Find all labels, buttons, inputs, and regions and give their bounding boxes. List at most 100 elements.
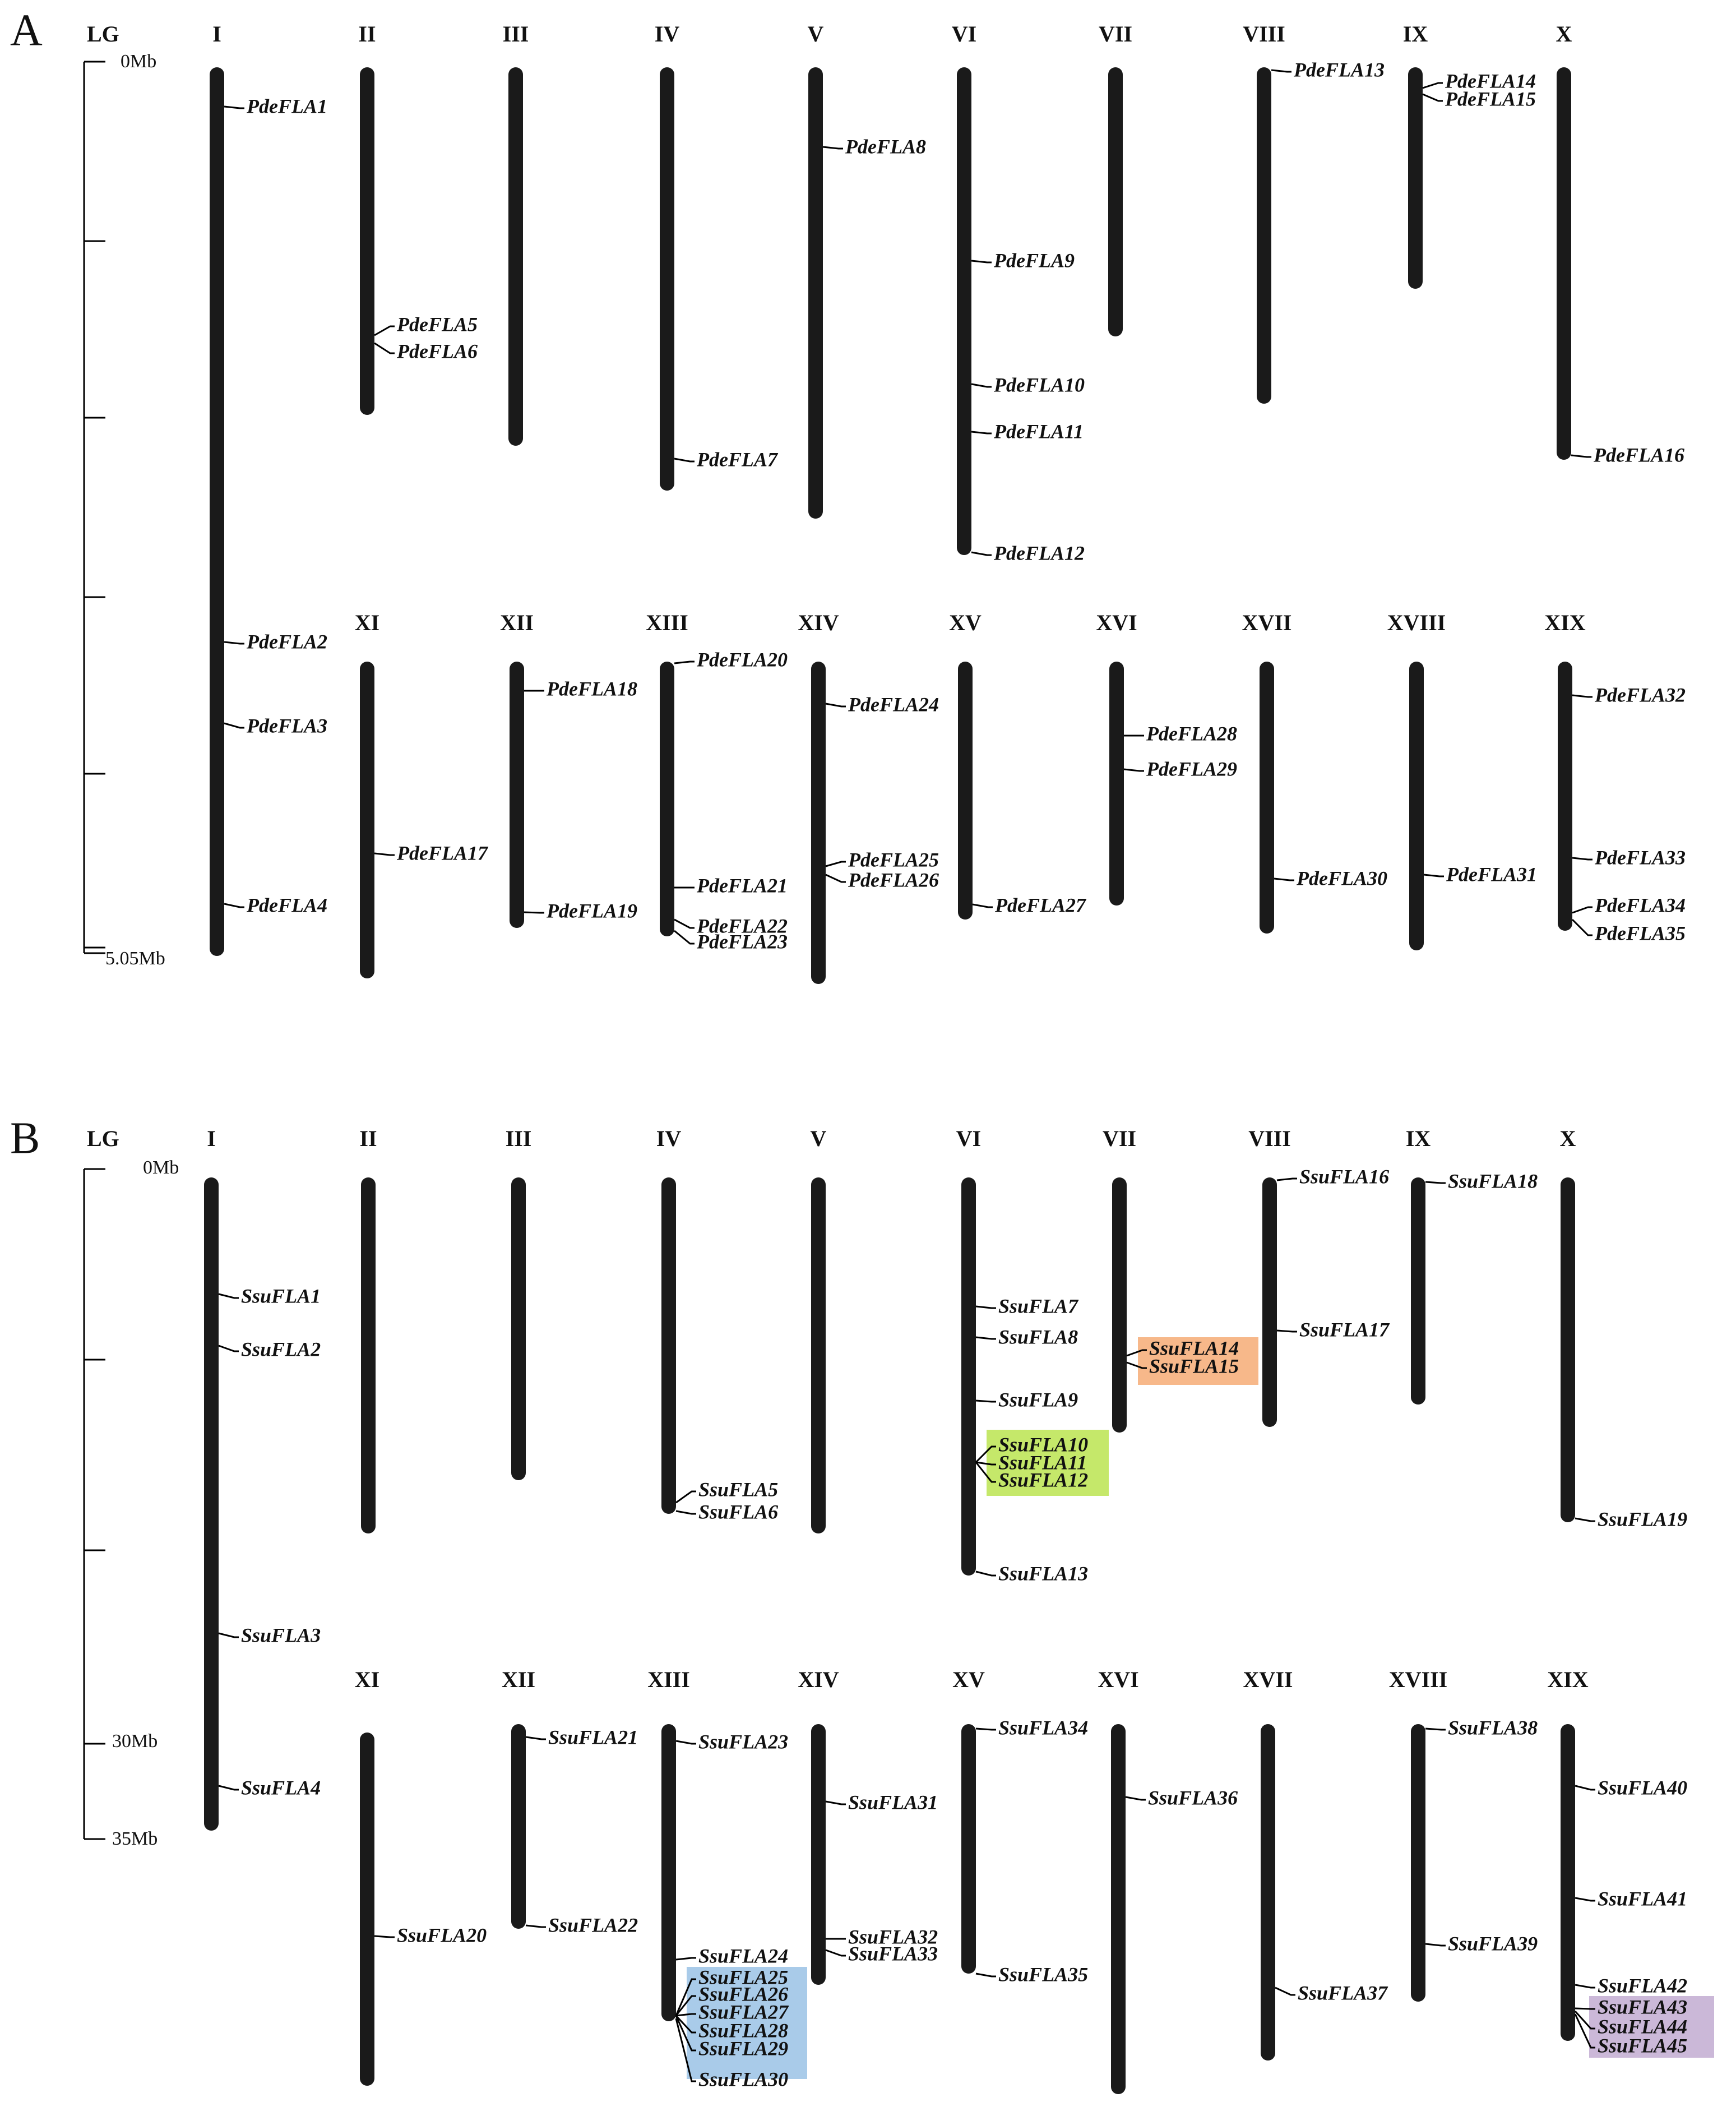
gene-label-PdeFLA7: PdeFLA7 — [696, 448, 779, 470]
gene-line-PdeFLA26 — [825, 874, 846, 883]
scale-top-label-A: 0Mb — [121, 51, 156, 72]
gene-label-SsuFLA7: SsuFLA7 — [998, 1295, 1079, 1317]
gene-label-SsuFLA27: SsuFLA27 — [698, 2001, 789, 2023]
chromosome-label-A-III: III — [503, 21, 529, 47]
gene-line-SsuFLA44 — [1574, 2010, 1595, 2030]
gene-line-SsuFLA45 — [1574, 2013, 1595, 2049]
gene-label-SsuFLA10: SsuFLA10 — [998, 1433, 1088, 1456]
gene-line-SsuFLA29 — [675, 2015, 696, 2052]
chromosome-label-B-I: I — [207, 1126, 216, 1151]
scale-mid-label-B: 30Mb — [112, 1731, 158, 1752]
chromosome-label-A-VI: VI — [952, 21, 976, 47]
gene-line-SsuFLA30 — [675, 2018, 696, 2082]
gene-line-SsuFLA2 — [218, 1345, 239, 1352]
chromosome-label-A-II: II — [358, 21, 376, 47]
highlight-VI_cluster — [987, 1430, 1109, 1496]
gene-label-PdeFLA22: PdeFLA22 — [696, 914, 788, 937]
chromosome-label-A-I: I — [212, 21, 221, 47]
gene-label-SsuFLA13: SsuFLA13 — [998, 1562, 1088, 1584]
gene-label-PdeFLA10: PdeFLA10 — [993, 373, 1085, 396]
gene-line-SsuFLA31 — [825, 1800, 846, 1805]
gene-label-PdeFLA9: PdeFLA9 — [993, 249, 1075, 271]
chromosome-bar-B-XV — [961, 1724, 976, 1974]
gene-line-PdeFLA35 — [1571, 918, 1593, 936]
gene-line-PdeFLA22 — [674, 918, 695, 929]
gene-label-PdeFLA30: PdeFLA30 — [1296, 867, 1387, 889]
gene-label-PdeFLA5: PdeFLA5 — [396, 313, 478, 335]
gene-label-SsuFLA4: SsuFLA4 — [241, 1776, 321, 1799]
chromosome-bar-A-XV — [958, 662, 973, 920]
chromosome-label-B-V: V — [811, 1126, 827, 1151]
chromosome-bar-B-V — [811, 1177, 826, 1533]
gene-label-SsuFLA18: SsuFLA18 — [1448, 1170, 1538, 1192]
gene-line-PdeFLA30 — [1274, 877, 1294, 881]
chromosome-bar-A-X — [1557, 67, 1571, 460]
gene-label-PdeFLA14: PdeFLA14 — [1445, 70, 1536, 92]
gene-line-SsuFLA1 — [218, 1293, 239, 1299]
gene-label-SsuFLA28: SsuFLA28 — [698, 2019, 788, 2041]
gene-label-SsuFLA30: SsuFLA30 — [698, 2068, 788, 2090]
chromosome-bar-A-VII — [1108, 67, 1123, 336]
highlight-XIX_cluster — [1589, 1996, 1714, 2058]
chromosome-label-B-IX: IX — [1406, 1126, 1431, 1151]
gene-label-SsuFLA35: SsuFLA35 — [998, 1963, 1088, 1985]
chromosome-bar-B-IV — [661, 1177, 676, 1514]
gene-label-PdeFLA11: PdeFLA11 — [993, 420, 1084, 442]
lg-label-A: LG — [87, 21, 119, 47]
gene-label-PdeFLA24: PdeFLA24 — [848, 693, 939, 715]
gene-label-SsuFLA11: SsuFLA11 — [998, 1451, 1087, 1473]
gene-label-PdeFLA18: PdeFLA18 — [546, 677, 637, 700]
chromosome-bar-A-XVII — [1260, 662, 1274, 934]
gene-label-PdeFLA28: PdeFLA28 — [1146, 722, 1237, 745]
gene-line-SsuFLA34 — [975, 1727, 996, 1731]
lg-label-B: LG — [87, 1126, 119, 1151]
gene-label-SsuFLA3: SsuFLA3 — [241, 1624, 321, 1646]
gene-line-SsuFLA17 — [1276, 1329, 1297, 1333]
gene-label-SsuFLA41: SsuFLA41 — [1598, 1887, 1687, 1910]
scale-bars — [83, 61, 105, 1840]
chromosome-bar-A-XIII — [660, 662, 674, 936]
gene-label-PdeFLA1: PdeFLA1 — [246, 95, 327, 117]
gene-line-SsuFLA3 — [218, 1632, 239, 1638]
chromosome-bar-B-XVIII — [1411, 1724, 1425, 2002]
gene-line-PdeFLA3 — [224, 722, 244, 729]
chromosome-label-B-XVIII: XVIII — [1389, 1667, 1447, 1692]
gene-line-PdeFLA8 — [822, 146, 843, 150]
chromosome-bar-B-XII — [511, 1724, 526, 1929]
gene-line-PdeFLA2 — [224, 641, 244, 645]
chromosome-bar-B-XIV — [811, 1724, 826, 1985]
gene-line-SsuFLA23 — [675, 1740, 696, 1745]
chromosome-bar-A-XII — [510, 662, 524, 928]
chromosome-label-B-VII: VII — [1103, 1126, 1136, 1151]
gene-label-SsuFLA45: SsuFLA45 — [1598, 2034, 1687, 2057]
gene-label-SsuFLA39: SsuFLA39 — [1448, 1932, 1538, 1955]
chromosome-label-A-IV: IV — [655, 21, 680, 47]
gene-line-PdeFLA5 — [374, 325, 395, 336]
highlight-boxes — [687, 1337, 1714, 2079]
gene-line-SsuFLA26 — [675, 1995, 696, 2016]
gene-label-PdeFLA32: PdeFLA32 — [1594, 683, 1686, 706]
gene-label-SsuFLA17: SsuFLA17 — [1299, 1318, 1390, 1341]
gene-label-SsuFLA9: SsuFLA9 — [998, 1388, 1078, 1411]
chromosome-label-B-VIII: VIII — [1248, 1126, 1291, 1151]
chromosome-bar-B-IX — [1411, 1177, 1425, 1405]
gene-label-SsuFLA36: SsuFLA36 — [1148, 1786, 1238, 1809]
scale-top-label-B: 0Mb — [143, 1157, 179, 1178]
gene-line-SsuFLA41 — [1575, 1897, 1595, 1902]
chromosome-label-A-XI: XI — [355, 610, 379, 635]
gene-label-SsuFLA12: SsuFLA12 — [998, 1468, 1088, 1491]
gene-label-PdeFLA27: PdeFLA27 — [994, 894, 1087, 916]
gene-line-SsuFLA5 — [675, 1490, 696, 1504]
gene-line-SsuFLA42 — [1575, 1984, 1595, 1989]
gene-label-SsuFLA22: SsuFLA22 — [548, 1914, 638, 1936]
gene-label-PdeFLA13: PdeFLA13 — [1293, 58, 1385, 81]
chromosome-label-A-XIX: XIX — [1544, 610, 1585, 635]
chromosome-label-B-XIII: XIII — [647, 1667, 690, 1692]
gene-label-SsuFLA2: SsuFLA2 — [241, 1338, 321, 1360]
chromosome-label-A-VII: VII — [1099, 21, 1132, 47]
gene-line-SsuFLA43 — [1575, 2007, 1595, 2010]
gene-label-PdeFLA12: PdeFLA12 — [993, 542, 1085, 564]
gene-line-PdeFLA11 — [971, 431, 992, 435]
gene-line-PdeFLA12 — [971, 551, 992, 556]
